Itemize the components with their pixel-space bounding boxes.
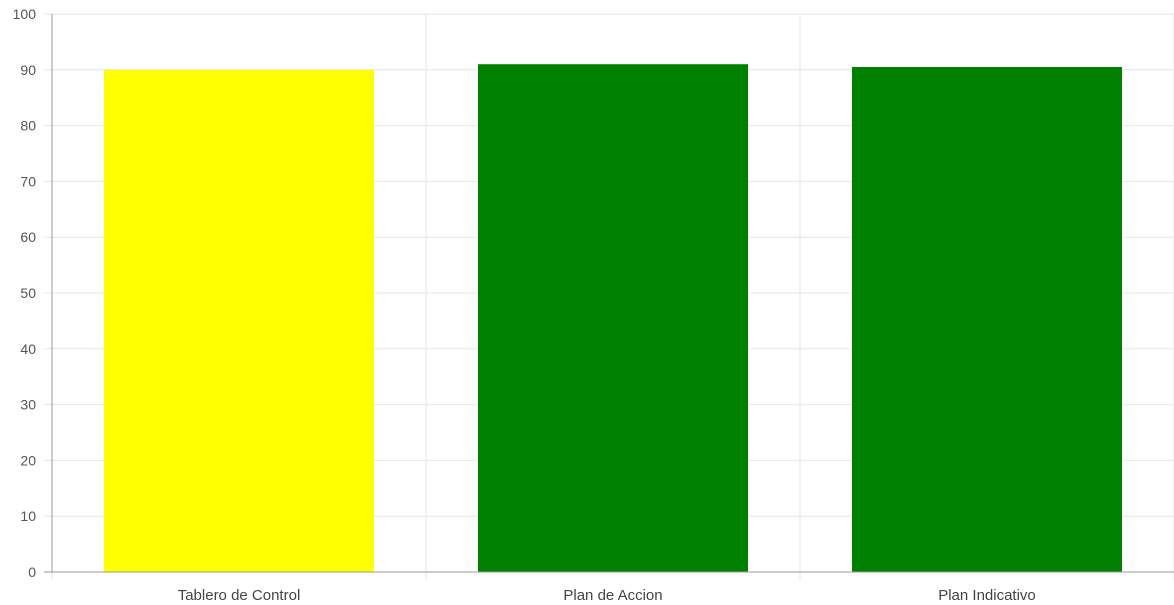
y-tick-label: 30 [20,397,36,413]
axes [44,14,1174,573]
y-tick-label: 10 [20,508,36,524]
bar-plan-de-accion [478,64,748,572]
bar-tablero-de-control [104,69,374,573]
bar-plan-indicativo [852,67,1122,572]
y-tick-label: 50 [20,285,36,301]
y-tick-label: 100 [13,6,37,22]
y-tick-label: 70 [20,173,36,189]
y-tick-label: 60 [20,229,36,245]
x-category-label: Plan Indicativo [938,587,1036,604]
bars [104,64,1122,573]
x-category-label: Tablero de Control [178,587,301,604]
x-category-label: Plan de Accion [563,587,662,604]
y-tick-label: 80 [20,118,36,134]
y-tick-label: 0 [28,564,36,580]
y-tick-label: 20 [20,452,36,468]
y-tick-label: 40 [20,341,36,357]
labels: 0 10 20 30 40 50 60 70 80 90 100 Tablero de Control… [13,6,1036,604]
y-tick-label: 90 [20,62,36,78]
